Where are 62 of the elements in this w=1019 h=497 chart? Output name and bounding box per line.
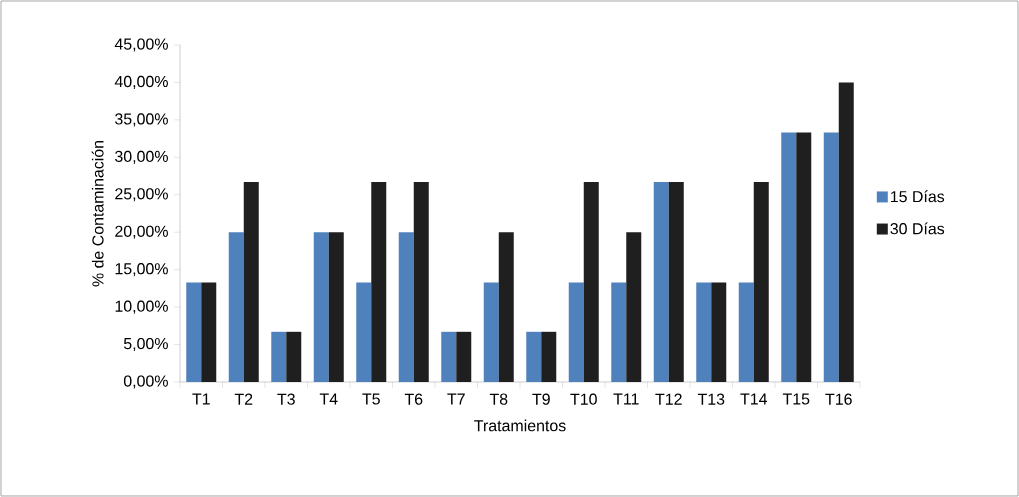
x-tick-label: T14 bbox=[740, 393, 768, 405]
bar bbox=[823, 132, 839, 382]
bar bbox=[568, 282, 584, 382]
bar bbox=[653, 182, 669, 382]
x-tick-label: T2 bbox=[234, 393, 253, 405]
bar bbox=[696, 282, 712, 382]
bar bbox=[526, 331, 542, 382]
x-tick-label: T9 bbox=[532, 393, 550, 405]
bar bbox=[611, 282, 627, 382]
bar bbox=[796, 132, 812, 382]
bar bbox=[498, 232, 514, 382]
y-tick-label: 20,00% bbox=[115, 225, 168, 239]
x-tick-label: T12 bbox=[655, 393, 682, 405]
x-tick-label: T8 bbox=[489, 393, 508, 405]
bar bbox=[583, 182, 599, 382]
bar bbox=[838, 82, 854, 382]
y-tick-label: 15,00% bbox=[115, 263, 168, 277]
y-axis-title: % de Contaminación bbox=[91, 141, 104, 287]
x-axis-title: Tratamientos bbox=[474, 419, 566, 432]
x-tick-label: T6 bbox=[404, 393, 423, 405]
y-tick-label: 25,00% bbox=[115, 188, 168, 202]
x-tick-label: T7 bbox=[447, 393, 465, 405]
x-tick-label: T1 bbox=[192, 393, 210, 405]
bar bbox=[286, 331, 302, 382]
bar bbox=[313, 232, 329, 382]
bar bbox=[328, 232, 344, 382]
y-tick-label: 40,00% bbox=[114, 75, 168, 90]
bar bbox=[441, 331, 457, 382]
y-tick-label: 45,00% bbox=[114, 38, 168, 52]
y-tick-label: 10,00% bbox=[115, 300, 168, 314]
bar bbox=[201, 282, 217, 382]
y-tick-label: 5,00% bbox=[123, 337, 168, 352]
bar bbox=[271, 331, 287, 382]
bar bbox=[228, 232, 244, 382]
y-tick-label: 0,00% bbox=[123, 375, 168, 389]
bar bbox=[186, 282, 202, 382]
x-tick-label: T5 bbox=[362, 393, 380, 405]
x-tick-label: T16 bbox=[825, 393, 852, 405]
bar bbox=[243, 182, 259, 382]
x-tick-label: T11 bbox=[613, 393, 639, 405]
y-tick-label: 30,00% bbox=[115, 150, 168, 164]
y-tick-label: 35,00% bbox=[115, 113, 168, 127]
x-tick-label: T4 bbox=[319, 393, 338, 405]
legend-label: 30 Días bbox=[890, 222, 945, 235]
bar bbox=[668, 182, 684, 382]
bar bbox=[356, 282, 372, 382]
bar bbox=[541, 331, 557, 382]
bar bbox=[781, 132, 797, 382]
bar bbox=[483, 282, 499, 382]
x-tick-label: T10 bbox=[570, 393, 597, 405]
bar bbox=[371, 182, 387, 382]
bar bbox=[711, 282, 727, 382]
bar bbox=[456, 331, 472, 382]
bar bbox=[626, 232, 642, 382]
bar bbox=[738, 282, 754, 382]
bar bbox=[413, 182, 429, 382]
x-tick-label: T3 bbox=[277, 393, 295, 405]
x-tick-label: T13 bbox=[697, 393, 725, 405]
legend-label: 15 Días bbox=[891, 190, 945, 203]
bar bbox=[398, 232, 414, 382]
x-tick-label: T15 bbox=[782, 393, 810, 405]
bar bbox=[753, 182, 769, 382]
